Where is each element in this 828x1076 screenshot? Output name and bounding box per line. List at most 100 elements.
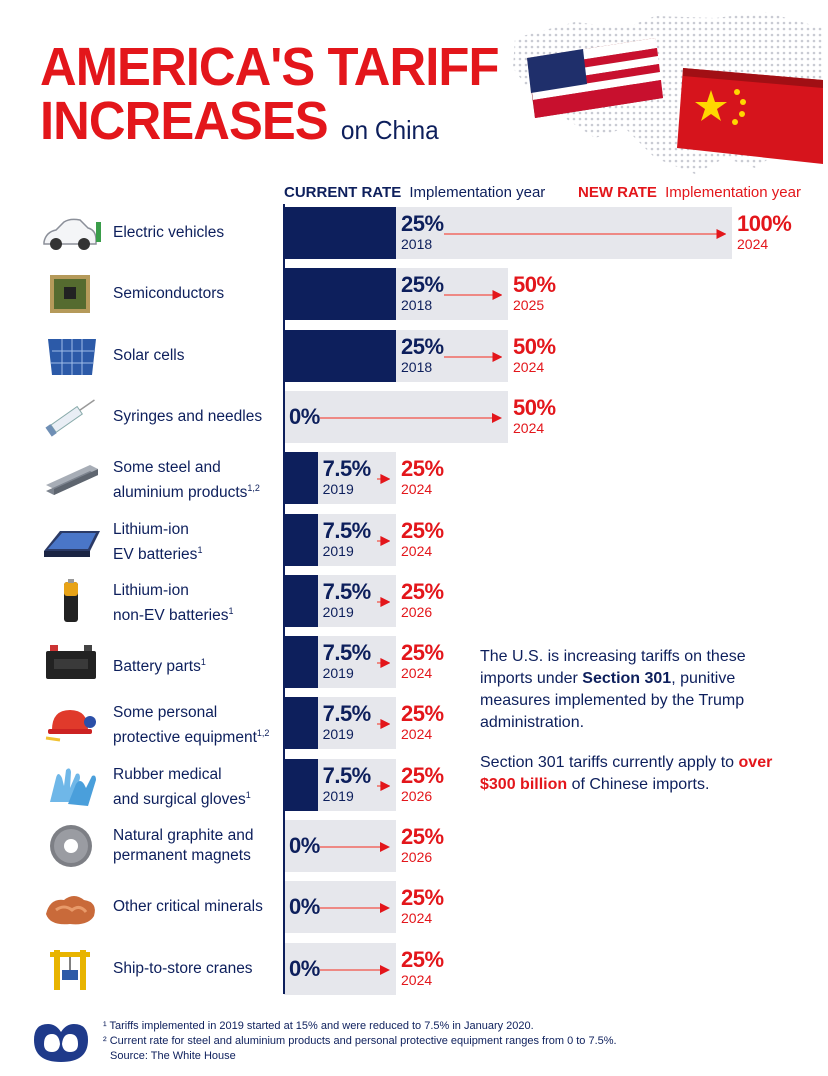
new-rate-year: 2024 bbox=[513, 419, 545, 436]
category-label-line: Electric vehicles bbox=[113, 224, 225, 241]
new-rate-label: NEW RATE bbox=[578, 184, 657, 201]
category-label-line: and surgical gloves bbox=[113, 790, 246, 808]
category-label-line: Some personal bbox=[113, 704, 218, 722]
solar-panel-icon bbox=[40, 333, 102, 379]
current-rate-year: 2019 bbox=[322, 481, 354, 498]
current-rate-bar bbox=[284, 574, 318, 627]
electric-car-icon bbox=[40, 210, 102, 256]
ev-battery-icon bbox=[40, 517, 102, 563]
new-rate-value: 100% bbox=[737, 211, 792, 236]
category-label-line: Lithium-ion bbox=[113, 581, 189, 599]
category-label: Electric vehicles bbox=[113, 223, 224, 243]
current-rate-bar bbox=[284, 452, 318, 505]
syringe-icon bbox=[40, 394, 102, 440]
current-rate-value: 7.5% bbox=[322, 517, 372, 543]
category-label-line: Rubber medical bbox=[113, 765, 222, 783]
category-label-line: Other critical minerals bbox=[113, 898, 263, 916]
new-rate-year: 2024 bbox=[401, 910, 433, 927]
steel-beams-icon bbox=[40, 455, 102, 501]
new-rate-bar bbox=[284, 820, 396, 872]
crane-icon bbox=[40, 946, 102, 992]
new-rate-year: 2024 bbox=[401, 971, 433, 988]
note-p2-a: Section 301 tariffs currently apply to bbox=[480, 754, 739, 771]
new-rate-value: 25% bbox=[401, 824, 444, 849]
category-label: Some steel and aluminium products1,2 bbox=[113, 458, 260, 503]
new-rate-year: 2026 bbox=[401, 849, 433, 865]
note-p1-a: The U.S. is increasing tariffs on these … bbox=[480, 648, 746, 687]
current-rate-year: 2019 bbox=[322, 603, 354, 620]
new-rate-year: 2024 bbox=[401, 665, 433, 682]
current-rate-value: 7.5% bbox=[322, 640, 372, 666]
category-label-line: permanent magnets bbox=[113, 847, 251, 864]
current-rate-year: 2018 bbox=[401, 358, 433, 375]
hard-hat-icon bbox=[40, 700, 102, 746]
category-label-line: non-EV batteries bbox=[113, 606, 229, 624]
current-rate-bar bbox=[284, 207, 396, 259]
category-label: Some personal protective equipment1,2 bbox=[113, 703, 269, 748]
new-rate-value: 25% bbox=[401, 578, 444, 604]
section-301-note: The U.S. is increasing tariffs on these … bbox=[480, 646, 780, 734]
category-label-line: EV batteries bbox=[113, 545, 198, 563]
current-rate-year: 2019 bbox=[322, 665, 354, 682]
microchip-icon bbox=[40, 271, 102, 317]
car-battery-icon bbox=[40, 639, 102, 685]
new-rate-header: NEW RATE Implementation year bbox=[578, 184, 801, 202]
note-p2-bold: over $300 billion bbox=[480, 754, 773, 793]
current-rate-value: 0% bbox=[289, 403, 320, 429]
category-label-line: Semiconductors bbox=[113, 285, 225, 303]
new-rate-value: 25% bbox=[401, 946, 444, 972]
new-rate-bar bbox=[284, 942, 396, 995]
source-note: Source: The White House bbox=[110, 1050, 236, 1062]
arrow-line bbox=[376, 717, 390, 730]
category-label: Solar cells bbox=[113, 346, 185, 366]
battery-cell-icon bbox=[40, 578, 102, 624]
new-rate-value: 25% bbox=[401, 885, 444, 911]
current-rate-bar bbox=[284, 636, 318, 689]
category-label: Rubber medical and surgical gloves1 bbox=[113, 765, 251, 810]
category-label: Lithium-ion non-EV batteries1 bbox=[113, 581, 233, 626]
new-rate-value: 25% bbox=[401, 762, 444, 788]
current-rate-year: 2019 bbox=[322, 726, 354, 743]
new-impl-label: Implementation year bbox=[665, 184, 801, 201]
new-rate-value: 50% bbox=[513, 272, 556, 298]
us-container-icon bbox=[527, 38, 663, 118]
note-p2-b: of Chinese imports. bbox=[567, 776, 710, 793]
magnet-disc-icon bbox=[40, 823, 102, 869]
category-label: Ship-to-store cranes bbox=[113, 959, 253, 979]
footnote-2: ² Current rate for steel and aluminium p… bbox=[103, 1035, 617, 1047]
category-label-line: Syringes and needles bbox=[113, 407, 263, 425]
new-rate-value: 25% bbox=[401, 701, 444, 727]
current-rate-bar bbox=[284, 758, 318, 811]
new-rate-bar bbox=[284, 881, 396, 934]
new-rate-year: 2024 bbox=[513, 358, 545, 375]
new-rate-value: 50% bbox=[513, 394, 556, 420]
chart-axis-line bbox=[283, 204, 285, 994]
category-label: Battery parts1 bbox=[113, 652, 206, 677]
copper-ore-icon bbox=[40, 884, 102, 930]
new-rate-value: 25% bbox=[401, 517, 444, 543]
current-rate-value: 25% bbox=[401, 272, 444, 298]
arrow-line bbox=[443, 227, 726, 239]
category-label: Natural graphite and permanent magnets bbox=[113, 826, 253, 866]
arrow-line bbox=[443, 350, 502, 362]
category-label-line: protective equipment bbox=[113, 729, 257, 747]
current-impl-label: Implementation year bbox=[409, 184, 546, 201]
current-rate-bar bbox=[284, 513, 318, 566]
footnote-marker: 1 bbox=[200, 657, 206, 668]
footnote-1: ¹ Tariffs implemented in 2019 started at… bbox=[103, 1020, 534, 1032]
title-line-1: AMERICA'S TARIFF bbox=[40, 37, 499, 97]
arrow-line bbox=[320, 840, 390, 852]
arrow-line bbox=[376, 534, 390, 546]
arrow-line bbox=[320, 411, 502, 423]
arrow-line bbox=[376, 472, 390, 485]
category-label-line: Some steel and bbox=[113, 459, 221, 477]
publisher-logo-icon bbox=[34, 1024, 88, 1062]
category-label-line: aluminium products bbox=[113, 484, 248, 502]
note-p1-bold: Section 301 bbox=[582, 670, 672, 687]
current-rate-year: 2019 bbox=[322, 787, 354, 804]
current-rate-year: 2019 bbox=[322, 542, 354, 559]
new-rate-year: 2024 bbox=[401, 481, 433, 498]
new-rate-year: 2024 bbox=[401, 726, 433, 743]
new-rate-value: 25% bbox=[401, 456, 444, 482]
category-label-line: Battery parts bbox=[113, 658, 201, 676]
